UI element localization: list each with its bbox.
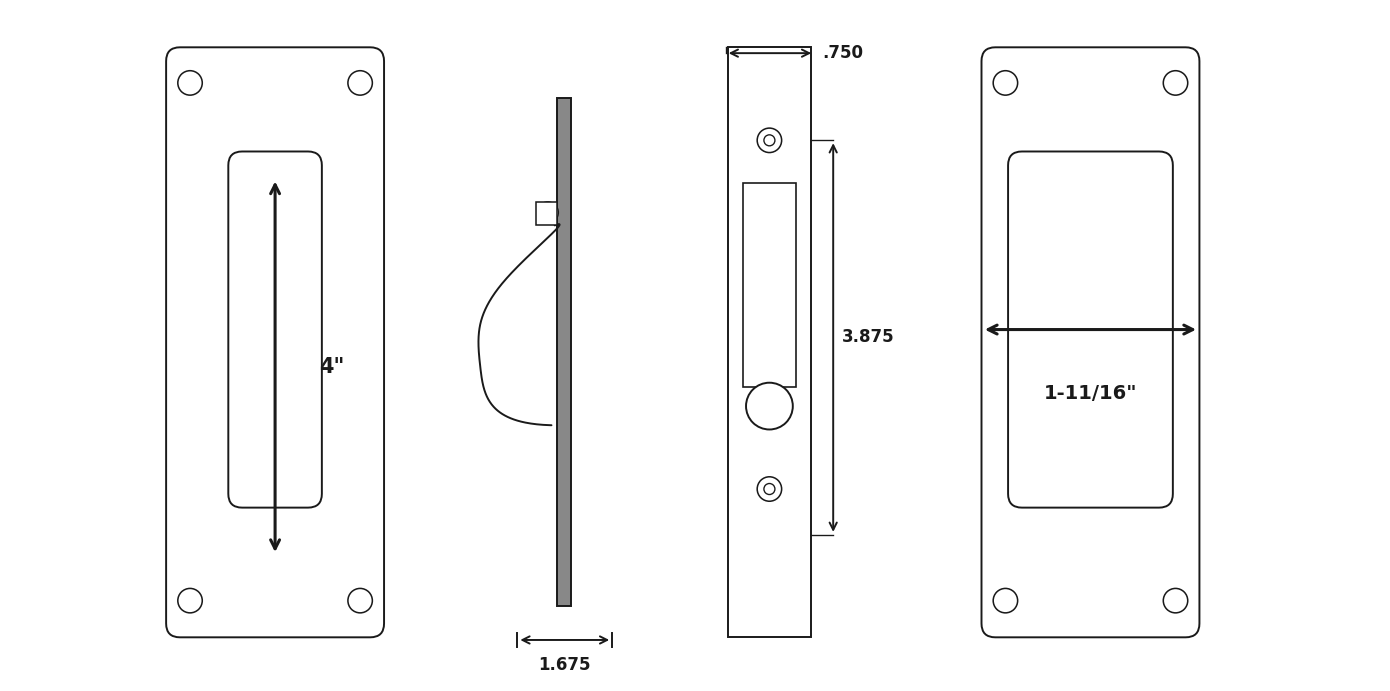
- Circle shape: [765, 484, 774, 495]
- Bar: [537, 202, 557, 225]
- Bar: [728, 47, 810, 637]
- Circle shape: [178, 589, 203, 613]
- FancyBboxPatch shape: [228, 151, 322, 508]
- Text: 4": 4": [318, 357, 345, 377]
- Circle shape: [758, 128, 781, 153]
- Circle shape: [537, 202, 559, 223]
- Circle shape: [348, 70, 373, 95]
- Circle shape: [746, 383, 792, 430]
- Circle shape: [1163, 589, 1187, 613]
- Circle shape: [1163, 70, 1187, 95]
- FancyBboxPatch shape: [1008, 151, 1173, 508]
- FancyBboxPatch shape: [981, 47, 1200, 637]
- Text: 1-11/16": 1-11/16": [1044, 384, 1137, 403]
- FancyBboxPatch shape: [167, 47, 384, 637]
- Text: 3.875: 3.875: [842, 328, 894, 346]
- Text: .750: .750: [823, 44, 863, 62]
- Text: 1.675: 1.675: [538, 656, 591, 674]
- Circle shape: [765, 135, 774, 146]
- Circle shape: [348, 589, 373, 613]
- Circle shape: [758, 477, 781, 501]
- Circle shape: [994, 70, 1017, 95]
- Circle shape: [178, 70, 203, 95]
- Circle shape: [994, 589, 1017, 613]
- Bar: [557, 98, 571, 606]
- Bar: [742, 183, 796, 387]
